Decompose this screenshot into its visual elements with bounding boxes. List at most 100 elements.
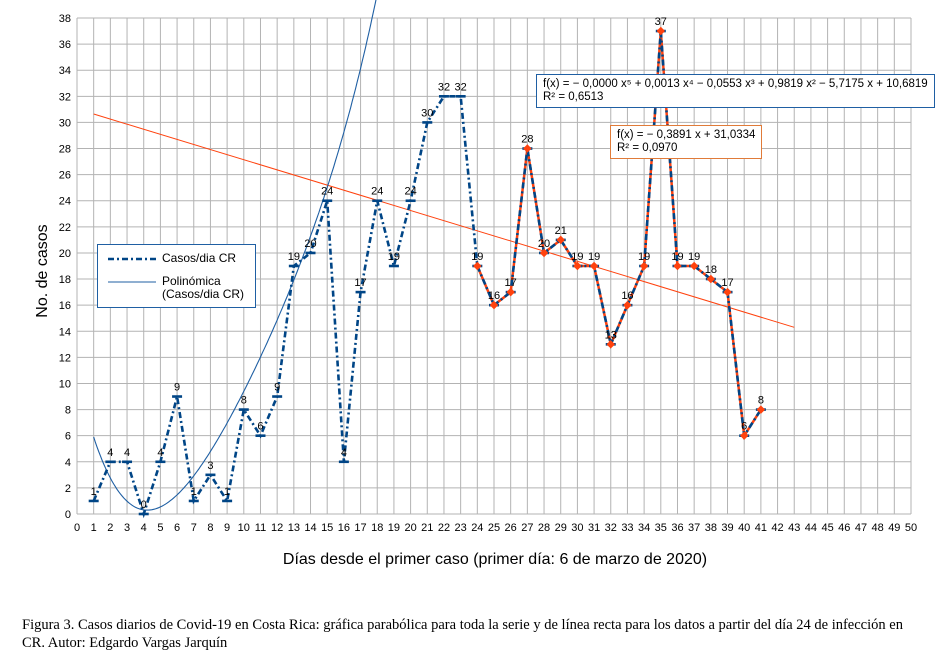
data-label: 19: [388, 251, 400, 263]
x-tick-label: 11: [255, 522, 266, 534]
y-tick-label: 26: [59, 170, 71, 182]
data-label: 9: [174, 382, 180, 394]
data-label: 19: [638, 251, 650, 263]
polynomial-r2: R² = 0,6513: [543, 91, 604, 103]
polynomial-trend-line: [93, 0, 377, 511]
y-tick-label: 18: [59, 274, 71, 286]
figure-caption: Figura 3. Casos diarios de Covid-19 en C…: [22, 617, 903, 651]
x-tick-label: 5: [157, 522, 163, 534]
legend: Casos/dia CR Polinómica (Casos/dia CR): [97, 244, 256, 308]
y-axis-label: No. de casos: [34, 224, 51, 318]
data-label: 37: [655, 16, 667, 28]
data-label: 28: [521, 134, 533, 146]
data-label: 20: [538, 238, 550, 250]
legend-label-casos: Casos/dia CR: [162, 251, 237, 265]
data-label: 17: [354, 277, 366, 289]
data-label: 16: [621, 290, 633, 302]
data-label: 19: [571, 251, 583, 263]
data-label: 4: [341, 447, 347, 459]
x-tick-label: 46: [838, 522, 850, 534]
x-tick-label: 38: [705, 522, 717, 534]
x-tick-label: 33: [621, 522, 633, 534]
x-tick-label: 8: [207, 522, 213, 534]
x-tick-label: 17: [354, 522, 366, 534]
subset-point-marker: [523, 144, 532, 153]
x-tick-label: 42: [771, 522, 783, 534]
x-tick-label: 6: [174, 522, 180, 534]
data-label: 32: [455, 81, 467, 93]
subset-point-marker: [656, 26, 666, 36]
x-tick-label: 15: [321, 522, 333, 534]
subset-point-marker: [756, 405, 766, 414]
data-label: 19: [288, 251, 300, 263]
x-tick-label: 22: [438, 522, 450, 534]
data-label: 24: [404, 186, 416, 198]
y-tick-label: 12: [59, 352, 71, 364]
data-label: 19: [688, 251, 700, 263]
data-label: 9: [274, 382, 280, 394]
x-tick-label: 26: [505, 522, 517, 534]
x-tick-label: 4: [141, 522, 147, 534]
x-tick-label: 1: [91, 522, 97, 534]
data-label: 6: [741, 421, 747, 433]
subset-point-marker: [689, 261, 699, 271]
x-tick-label: 0: [74, 522, 80, 534]
x-tick-label: 34: [638, 522, 650, 534]
data-label: 3: [207, 460, 213, 472]
data-label: 32: [438, 81, 450, 93]
data-label: 4: [107, 447, 113, 459]
data-label: 4: [124, 447, 130, 459]
subset-point-marker: [706, 274, 716, 284]
subset-point-marker: [723, 287, 732, 297]
y-tick-label: 14: [59, 326, 71, 338]
subset-point-marker: [606, 340, 616, 349]
data-label: 8: [758, 395, 764, 407]
x-tick-label: 16: [338, 522, 350, 534]
legend-item-casos: Casos/dia CR: [106, 252, 236, 266]
x-tick-label: 39: [721, 522, 733, 534]
data-label: 0: [141, 499, 147, 511]
linear-equation-box: f(x) = − 0,3891 x + 31,0334 R² = 0,0970: [610, 125, 763, 159]
data-label: 17: [505, 277, 517, 289]
data-label: 19: [588, 251, 600, 263]
x-tick-label: 12: [271, 522, 283, 534]
y-tick-label: 6: [65, 431, 71, 443]
x-tick-label: 50: [905, 522, 917, 534]
data-label: 24: [371, 186, 383, 198]
y-tick-label: 16: [59, 300, 71, 312]
x-tick-label: 31: [588, 522, 600, 534]
y-tick-label: 22: [59, 222, 71, 234]
data-label: 18: [705, 264, 717, 276]
subset-point-marker: [623, 300, 632, 310]
y-tick-label: 38: [59, 13, 71, 25]
subset-point-marker: [589, 261, 599, 271]
x-tick-label: 32: [605, 522, 617, 534]
x-tick-label: 20: [404, 522, 416, 534]
data-label: 8: [241, 395, 247, 407]
data-label: 1: [91, 486, 97, 498]
x-tick-label: 45: [821, 522, 833, 534]
legend-swatch-polinomica: [106, 275, 158, 289]
y-tick-label: 32: [59, 91, 71, 103]
x-axis-label: Días desde el primer caso (primer día: 6…: [282, 551, 708, 568]
data-label: 21: [555, 225, 567, 237]
y-tick-label: 36: [59, 39, 71, 51]
x-tick-label: 40: [738, 522, 750, 534]
x-tick-label: 9: [224, 522, 230, 534]
data-label: 30: [421, 107, 433, 119]
x-tick-label: 29: [555, 522, 567, 534]
data-label: 19: [671, 251, 683, 263]
x-tick-label: 3: [124, 522, 130, 534]
x-tick-label: 23: [455, 522, 467, 534]
y-tick-label: 20: [59, 248, 71, 260]
data-label: 1: [191, 486, 197, 498]
x-tick-label: 37: [688, 522, 700, 534]
legend-swatch-casos: [106, 252, 158, 266]
polynomial-equation-box: f(x) = − 0,0000 x⁵ + 0,0013 x⁴ − 0,0553 …: [536, 74, 935, 108]
data-label: 17: [721, 277, 733, 289]
y-tick-label: 24: [59, 196, 71, 208]
x-tick-label: 25: [488, 522, 500, 534]
x-tick-label: 35: [655, 522, 667, 534]
data-label: 20: [304, 238, 316, 250]
subset-point-marker: [573, 261, 582, 271]
